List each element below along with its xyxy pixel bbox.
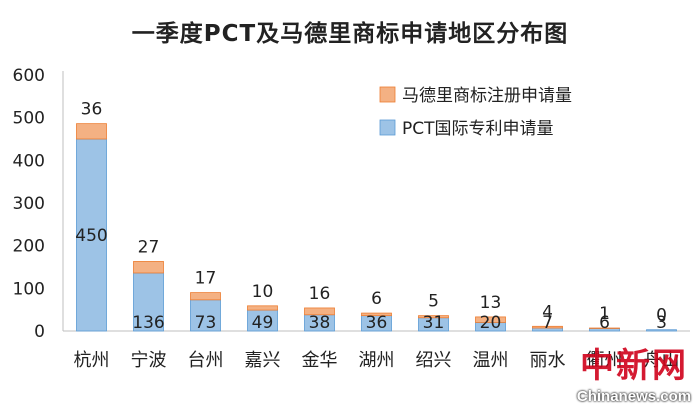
y-tick-label: 0 bbox=[34, 322, 45, 342]
bars bbox=[76, 123, 677, 332]
data-label-madrid: 6 bbox=[371, 289, 382, 309]
bar-madrid bbox=[361, 312, 392, 317]
bar-pct bbox=[133, 272, 164, 332]
data-label-pct: 7 bbox=[542, 313, 553, 333]
data-label-pct: 31 bbox=[423, 313, 445, 333]
x-tick-label: 宁波 bbox=[131, 350, 167, 371]
legend-label: 马德里商标注册申请量 bbox=[402, 86, 572, 106]
data-label-pct: 450 bbox=[75, 226, 107, 246]
bar-madrid bbox=[247, 305, 278, 311]
data-label-pct: 20 bbox=[480, 313, 502, 333]
x-tick-label: 衢州 bbox=[587, 350, 623, 371]
y-tick-label: 500 bbox=[13, 109, 45, 129]
x-tick-label: 台州 bbox=[188, 350, 224, 371]
x-tick-label: 丽水 bbox=[530, 350, 566, 371]
legend-swatch bbox=[379, 119, 396, 136]
data-label-pct: 3 bbox=[656, 313, 667, 333]
data-label-madrid: 36 bbox=[81, 100, 103, 120]
y-tick-label: 100 bbox=[13, 279, 45, 299]
data-label-madrid: 16 bbox=[309, 284, 331, 304]
bar-pct bbox=[190, 299, 221, 332]
x-tick-label: 湖州 bbox=[359, 350, 395, 371]
data-label-madrid: 4 bbox=[542, 302, 553, 322]
bar-madrid bbox=[418, 315, 449, 319]
data-label-madrid: 0 bbox=[656, 306, 667, 326]
watermark-logo: 中新网 Chinanews.com bbox=[570, 338, 698, 412]
y-tick-label: 300 bbox=[13, 194, 45, 214]
data-label-pct: 136 bbox=[132, 313, 164, 333]
legend: 马德里商标注册申请量 PCT国际专利申请量 bbox=[379, 86, 572, 139]
data-label-madrid: 5 bbox=[428, 292, 439, 312]
bar-madrid bbox=[532, 325, 563, 329]
x-tick-label: 嘉兴 bbox=[245, 350, 281, 371]
y-tick-label: 600 bbox=[13, 66, 45, 86]
x-tick-label: 绍兴 bbox=[416, 350, 452, 371]
bar-madrid bbox=[76, 123, 107, 140]
legend-label: PCT国际专利申请量 bbox=[402, 119, 554, 139]
data-label-pct: 73 bbox=[195, 313, 217, 333]
data-label-madrid: 27 bbox=[138, 237, 160, 257]
y-tick-label: 400 bbox=[13, 151, 45, 171]
bar-madrid bbox=[304, 307, 335, 316]
bar-pct bbox=[646, 329, 677, 332]
watermark-site: Chinanews.com bbox=[576, 388, 692, 405]
chart-title: 一季度PCT及马德里商标申请地区分布图 bbox=[131, 21, 569, 47]
data-label-madrid: 17 bbox=[195, 269, 217, 289]
data-label-madrid: 13 bbox=[480, 293, 502, 313]
y-tick-label: 200 bbox=[13, 237, 45, 257]
x-tick-label: 杭州 bbox=[74, 350, 110, 371]
bar-madrid bbox=[133, 261, 164, 274]
x-tick-label: 金华 bbox=[302, 350, 338, 371]
watermark-text: 中新网 bbox=[580, 346, 688, 386]
bar-pct bbox=[76, 138, 107, 332]
data-label-pct: 36 bbox=[366, 313, 388, 333]
bar-madrid bbox=[475, 316, 506, 323]
bar-madrid bbox=[190, 292, 221, 301]
x-tick-label: 舟山 bbox=[644, 350, 680, 371]
data-label-pct: 6 bbox=[599, 313, 610, 333]
data-label-madrid: 1 bbox=[599, 304, 610, 324]
data-label-pct: 38 bbox=[309, 313, 331, 333]
labels: 45036杭州13627宁波7317台州4910嘉兴3816金华366湖州315… bbox=[74, 100, 680, 371]
legend-swatch bbox=[379, 86, 396, 103]
data-label-pct: 49 bbox=[252, 313, 274, 333]
x-tick-label: 温州 bbox=[473, 350, 509, 371]
data-label-madrid: 10 bbox=[252, 282, 274, 302]
